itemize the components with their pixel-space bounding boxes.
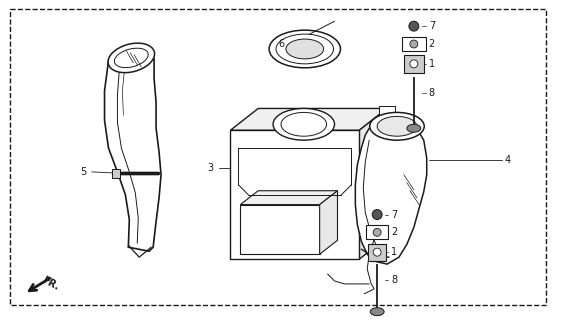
Ellipse shape: [286, 39, 324, 59]
Ellipse shape: [269, 30, 341, 68]
Circle shape: [410, 40, 418, 48]
Text: 3: 3: [208, 163, 214, 173]
Polygon shape: [231, 130, 359, 259]
Bar: [368, 244, 386, 261]
Ellipse shape: [108, 43, 155, 73]
Bar: [402, 37, 426, 51]
Circle shape: [372, 210, 382, 220]
Ellipse shape: [273, 108, 334, 140]
Text: 2: 2: [429, 39, 435, 49]
Text: 8: 8: [391, 275, 397, 285]
Text: 1: 1: [391, 247, 397, 257]
Circle shape: [409, 21, 419, 31]
Text: 6: 6: [279, 39, 285, 49]
Bar: [112, 169, 121, 178]
Polygon shape: [104, 59, 161, 251]
Ellipse shape: [114, 48, 148, 68]
Bar: [366, 225, 388, 239]
Text: FR.: FR.: [40, 275, 61, 292]
Text: 2: 2: [391, 228, 397, 237]
Ellipse shape: [377, 116, 417, 136]
Bar: [379, 107, 395, 116]
Bar: [404, 55, 424, 73]
Text: 8: 8: [429, 88, 435, 98]
Text: 1: 1: [429, 59, 435, 69]
Polygon shape: [359, 108, 387, 259]
Ellipse shape: [370, 308, 384, 316]
Polygon shape: [240, 204, 320, 254]
Ellipse shape: [281, 112, 327, 136]
Ellipse shape: [370, 112, 424, 140]
Polygon shape: [231, 108, 387, 130]
Circle shape: [410, 60, 418, 68]
Polygon shape: [320, 191, 338, 254]
Circle shape: [373, 248, 381, 256]
Text: 4: 4: [505, 155, 511, 165]
Ellipse shape: [407, 124, 421, 132]
Circle shape: [373, 228, 381, 236]
Polygon shape: [240, 191, 338, 204]
Text: 5: 5: [81, 167, 87, 177]
Text: 7: 7: [429, 21, 435, 31]
Polygon shape: [355, 120, 427, 264]
Text: 7: 7: [391, 210, 397, 220]
Ellipse shape: [276, 34, 334, 64]
